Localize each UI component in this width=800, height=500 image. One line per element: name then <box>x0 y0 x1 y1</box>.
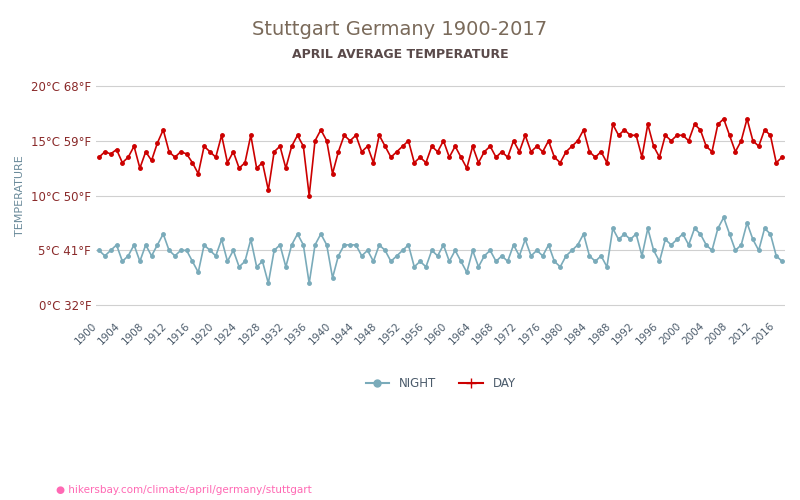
Text: ● hikersbay.com/climate/april/germany/stuttgart: ● hikersbay.com/climate/april/germany/st… <box>56 485 312 495</box>
Legend: NIGHT, DAY: NIGHT, DAY <box>361 372 520 394</box>
Y-axis label: TEMPERATURE: TEMPERATURE <box>15 155 25 236</box>
Text: APRIL AVERAGE TEMPERATURE: APRIL AVERAGE TEMPERATURE <box>292 48 508 60</box>
Text: Stuttgart Germany 1900-2017: Stuttgart Germany 1900-2017 <box>253 20 547 39</box>
